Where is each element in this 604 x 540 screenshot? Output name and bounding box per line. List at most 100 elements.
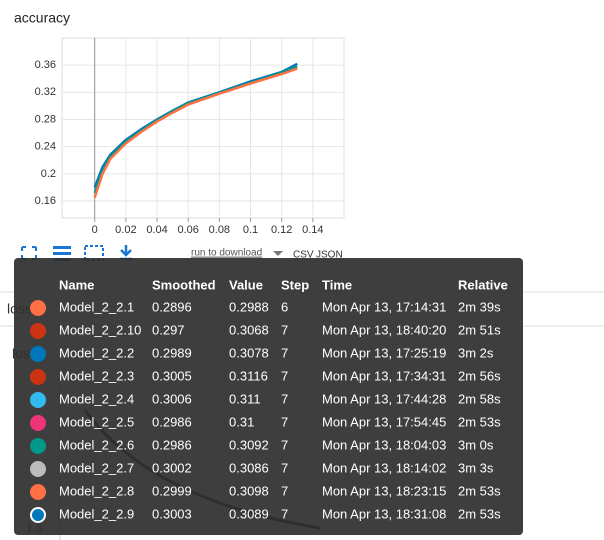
- run-select[interactable]: run to download: [191, 248, 262, 259]
- chart-title: accuracy: [14, 10, 70, 26]
- cell: 7: [281, 345, 288, 360]
- cell: 0.297: [152, 322, 185, 337]
- cell: Model_2_2.2: [59, 345, 134, 360]
- cell: Mon Apr 13, 17:14:31: [322, 299, 446, 314]
- x-tick-label: 0.02: [115, 224, 136, 236]
- column-header: Smoothed: [152, 277, 216, 292]
- select-icon[interactable]: [84, 245, 104, 261]
- run-swatch: [30, 323, 46, 339]
- cell: 7: [281, 483, 288, 498]
- cell: 0.3078: [229, 345, 269, 360]
- y-tick-label: 0.36: [35, 59, 56, 71]
- cell: 7: [281, 322, 288, 337]
- cell: 3m 3s: [458, 460, 494, 475]
- cell: 7: [281, 460, 288, 475]
- cell: 0.3092: [229, 437, 269, 452]
- x-tick-label: 0: [92, 224, 98, 236]
- cell: Mon Apr 13, 18:23:15: [322, 483, 446, 498]
- cell: 0.2896: [152, 299, 192, 314]
- x-tick-label: 0.08: [209, 224, 230, 236]
- cell: 0.3086: [229, 460, 269, 475]
- series-line: [93, 62, 298, 188]
- cell: 0.2988: [229, 299, 269, 314]
- cell: 2m 53s: [458, 506, 501, 521]
- run-swatch: [30, 300, 46, 316]
- cell: 0.2986: [152, 414, 192, 429]
- x-tick-label: 0.1: [243, 224, 258, 236]
- cell: 7: [281, 414, 288, 429]
- cell: Model_2_2.7: [59, 460, 134, 475]
- column-header: Time: [322, 277, 352, 292]
- cell: 7: [281, 506, 288, 521]
- tooltip-table: Name Smoothed Value Step Time Relative Model_2…: [30, 277, 508, 523]
- series-line: [93, 67, 298, 199]
- cell: Model_2_2.1: [59, 299, 134, 314]
- cell: 2m 53s: [458, 414, 501, 429]
- cell: Model_2_2.6: [59, 437, 134, 452]
- cell: 2m 56s: [458, 368, 501, 383]
- cell: 2m 58s: [458, 391, 501, 406]
- run-swatch: [30, 346, 46, 362]
- cell: Model_2_2.5: [59, 414, 134, 429]
- cell: 2m 51s: [458, 322, 501, 337]
- cell: 0.3006: [152, 391, 192, 406]
- lines-icon[interactable]: [53, 246, 71, 249]
- y-tick-label: 0.16: [35, 195, 56, 207]
- cell: 0.3116: [229, 368, 268, 383]
- x-tick-label: 0.04: [146, 224, 167, 236]
- run-swatch: [30, 507, 46, 523]
- y-tick-label: 0.24: [35, 141, 56, 153]
- cell: Model_2_2.9: [59, 506, 134, 521]
- column-header: Step: [281, 277, 309, 292]
- cell: Mon Apr 13, 17:44:28: [322, 391, 446, 406]
- plot: 0.16 0.2 0.24 0.28 0.32 0.36 0 0.02 0.04 0.06 0.08…: [35, 37, 345, 236]
- cell: 0.311: [229, 391, 261, 406]
- cell: Mon Apr 13, 18:14:02: [322, 460, 446, 475]
- cell: Mon Apr 13, 18:31:08: [322, 506, 446, 521]
- cell: 0.3005: [152, 368, 192, 383]
- y-tick-label: 0.2: [41, 168, 56, 180]
- cell: Mon Apr 13, 17:25:19: [322, 345, 446, 360]
- fit-icon[interactable]: [21, 246, 37, 260]
- cell: Model_2_2.4: [59, 391, 134, 406]
- cell: 6: [281, 299, 288, 314]
- x-tick-label: 0.06: [177, 224, 198, 236]
- cell: Model_2_2.3: [59, 368, 134, 383]
- run-swatch: [30, 461, 46, 477]
- cell: 0.3068: [229, 322, 269, 337]
- cell: 0.31: [229, 414, 254, 429]
- run-swatch: [30, 369, 46, 385]
- cell: 0.3089: [229, 506, 269, 521]
- csv-link[interactable]: CSV: [293, 250, 314, 261]
- run-swatch: [30, 392, 46, 408]
- cell: Mon Apr 13, 18:40:20: [322, 322, 446, 337]
- run-swatch: [30, 484, 46, 500]
- cell: 0.2989: [152, 345, 192, 360]
- cell: 3m 0s: [458, 437, 494, 452]
- cell: 7: [281, 391, 288, 406]
- cell: Model_2_2.10: [59, 322, 141, 337]
- json-link[interactable]: JSON: [316, 250, 343, 261]
- cell: Mon Apr 13, 18:04:03: [322, 437, 446, 452]
- cell: 2m 53s: [458, 483, 501, 498]
- run-swatch: [30, 415, 46, 431]
- cell: Model_2_2.8: [59, 483, 134, 498]
- cell: 0.2986: [152, 437, 192, 452]
- cell: Mon Apr 13, 17:54:45: [322, 414, 446, 429]
- download-icon[interactable]: [120, 245, 132, 261]
- cell: 0.3003: [152, 506, 192, 521]
- column-header: Name: [59, 277, 94, 292]
- column-header: Value: [229, 277, 263, 292]
- cell: 0.2999: [152, 483, 192, 498]
- cell: 3m 2s: [458, 345, 494, 360]
- plot-frame: [61, 37, 345, 219]
- lines-icon: [53, 252, 71, 255]
- cell: 7: [281, 437, 288, 452]
- x-tick-label: 0.14: [302, 224, 323, 236]
- dropdown-arrow: [273, 251, 283, 256]
- y-tick-label: 0.28: [35, 113, 56, 125]
- y-tick-label: 0.32: [35, 86, 56, 98]
- x-tick-label: 0.12: [271, 224, 292, 236]
- run-swatch: [30, 438, 46, 454]
